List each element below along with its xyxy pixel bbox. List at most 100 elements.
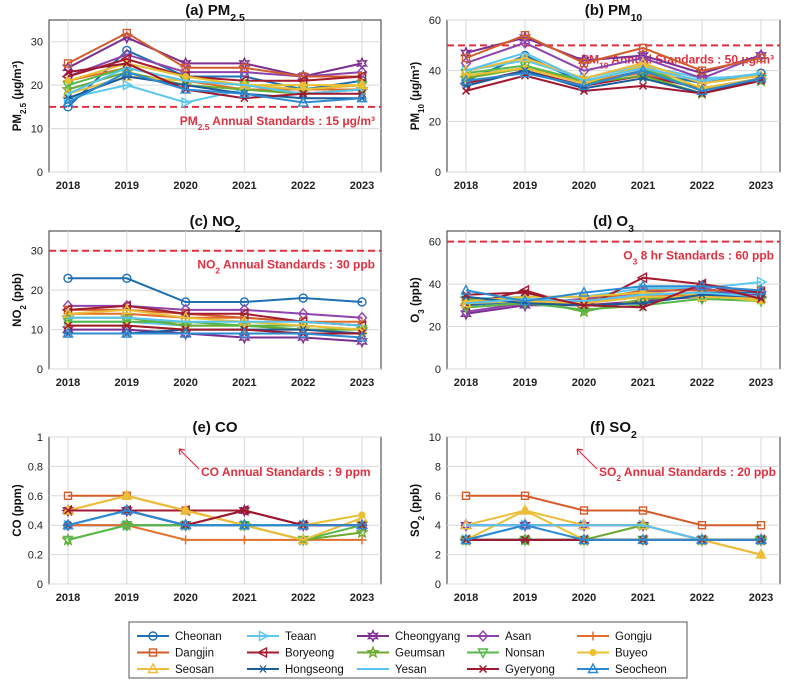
- annotation-label: CO Annual Standards : 9 ppm: [201, 465, 371, 479]
- data-point: [357, 535, 367, 545]
- data-point: [460, 533, 472, 545]
- series-seocheon: [460, 64, 767, 96]
- data-point: [61, 82, 75, 96]
- data-point: [755, 548, 767, 559]
- legend-label: Gongju: [615, 631, 652, 643]
- series-dangjin: [461, 491, 766, 530]
- x-tick-label: 2023: [350, 180, 374, 192]
- chart-title: (b) PM10: [585, 2, 643, 24]
- y-tick-label: 0: [435, 167, 441, 179]
- x-tick-label: 2018: [454, 592, 478, 604]
- x-tick-label: 2021: [631, 377, 655, 389]
- x-tick-label: 2018: [56, 377, 80, 389]
- standard-label: PM2.5 Annual Standards : 15 μg/m³: [180, 114, 375, 132]
- data-point: [357, 297, 367, 307]
- data-point: [579, 86, 589, 95]
- legend-item-teaan: Teaan: [247, 630, 316, 643]
- y-tick-label: 0: [435, 579, 441, 591]
- series-yesan: [68, 316, 363, 327]
- legend-marker: [367, 629, 379, 643]
- data-point: [122, 59, 131, 68]
- data-point: [636, 272, 648, 284]
- data-point: [638, 303, 648, 312]
- data-point: [297, 535, 309, 547]
- data-point: [121, 489, 133, 500]
- chart-panel-2: 0 20 40 60 2018 2019 2020 2021 2022 2023 (b) PM10 P…: [410, 2, 781, 192]
- y-tick-label: 0: [37, 579, 43, 591]
- x-tick-label: 2020: [572, 592, 596, 604]
- legend-item-hongseong: Hongseong: [247, 664, 344, 676]
- legend-label: Yesan: [395, 664, 427, 676]
- x-tick-label: 2023: [749, 377, 773, 389]
- chart-panel-3: 0 10 20 30 2018 2019 2020 2021 2022 2023 (c) NO2 NO…: [12, 213, 382, 389]
- data-point: [519, 518, 531, 530]
- series-line: [67, 36, 363, 78]
- data-point: [297, 330, 310, 345]
- data-point: [299, 89, 308, 98]
- data-point: [356, 334, 368, 349]
- data-point: [62, 96, 74, 107]
- legend-label: Hongseong: [285, 664, 344, 676]
- data-point: [636, 518, 650, 531]
- x-tick-label: 2019: [115, 377, 139, 389]
- data-point: [181, 96, 193, 109]
- data-point: [578, 64, 590, 77]
- data-point: [638, 506, 648, 515]
- x-tick-label: 2023: [749, 592, 773, 604]
- data-point: [120, 503, 133, 518]
- data-point: [238, 327, 251, 338]
- x-tick-label: 2018: [56, 180, 80, 192]
- annotation-arrow: [576, 448, 598, 470]
- data-point: [121, 504, 133, 515]
- y-tick-label: 0.2: [28, 550, 43, 562]
- data-point: [62, 503, 74, 518]
- x-tick-label: 2021: [232, 377, 256, 389]
- legend-item-dangjin: Dangjin: [137, 648, 214, 660]
- legend-item-seosan: Seosan: [137, 662, 214, 676]
- data-point: [122, 273, 132, 284]
- data-point: [63, 273, 73, 284]
- legend-label: Dangjin: [175, 648, 214, 660]
- data-point: [61, 304, 73, 316]
- chart-title: (d) O3: [593, 213, 634, 235]
- data-point: [355, 525, 369, 539]
- chart-panel-6: 0 2 4 6 8 10 2018 2019 2020 2021 2022 2023 (f) SO2 SO…: [410, 419, 781, 604]
- chart-title: (e) CO: [193, 419, 238, 436]
- y-tick-label: 4: [435, 520, 441, 532]
- series-line: [68, 328, 363, 343]
- x-tick-label: 2018: [454, 377, 478, 389]
- data-point: [120, 310, 134, 324]
- annotation-arrow: [178, 448, 200, 470]
- y-tick-label: 10: [31, 325, 43, 337]
- data-point: [519, 519, 531, 532]
- data-point: [63, 68, 73, 77]
- series-line: [67, 31, 362, 78]
- y-tick-label: 0: [37, 167, 43, 179]
- series-seocheon: [460, 279, 767, 306]
- x-tick-label: 2022: [291, 377, 315, 389]
- data-point: [755, 533, 767, 545]
- data-point: [460, 283, 472, 295]
- data-point: [120, 322, 133, 337]
- data-point: [297, 96, 309, 107]
- series-line: [67, 75, 362, 100]
- series-line: [465, 524, 761, 541]
- y-tick-label: 0.4: [28, 520, 43, 532]
- series-line: [67, 62, 362, 87]
- data-point: [460, 74, 472, 86]
- data-point: [61, 322, 75, 337]
- data-point: [755, 283, 767, 295]
- legend-marker: [148, 631, 158, 641]
- data-point: [696, 290, 708, 302]
- data-point: [520, 31, 530, 40]
- legend: Cheonan Teaan Cheongyang Asan Gongju Dangjin B…: [128, 621, 688, 679]
- x-tick-label: 2019: [513, 377, 537, 389]
- data-point: [63, 491, 73, 500]
- data-point: [180, 297, 191, 307]
- data-point: [756, 294, 766, 303]
- x-tick-label: 2021: [631, 592, 655, 604]
- series-line: [466, 494, 761, 527]
- series-line: [67, 509, 362, 527]
- data-point: [63, 506, 73, 515]
- data-point: [636, 48, 650, 63]
